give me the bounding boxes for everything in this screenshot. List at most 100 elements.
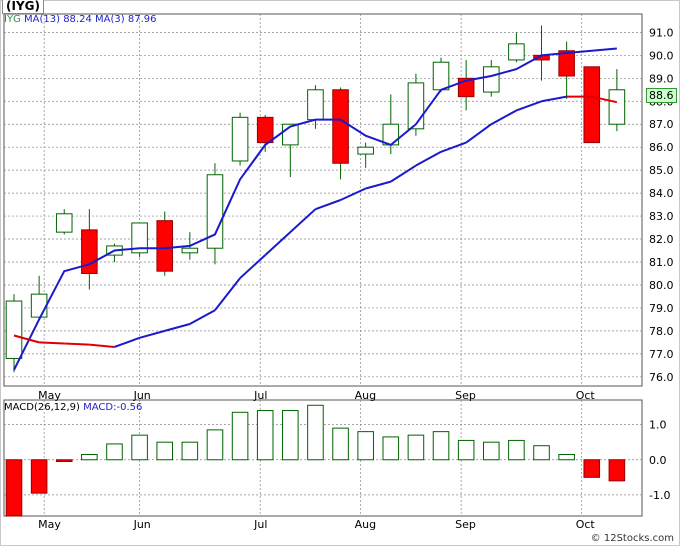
y-tick-label: 76.0	[649, 371, 674, 384]
y-tick-label: 85.0	[649, 164, 674, 177]
ma3-segment	[465, 123, 492, 144]
macd-bar	[508, 439, 525, 461]
macd-bar	[282, 410, 299, 461]
ma13-line	[13, 47, 617, 371]
ma3-segment	[64, 342, 90, 346]
x-tick-label: Oct	[576, 389, 596, 402]
macd-bar	[357, 431, 374, 461]
macd-x-tick-label: May	[38, 518, 61, 531]
ma3-segment	[214, 277, 241, 311]
ma3-segment	[340, 187, 367, 201]
ma3-segment	[13, 334, 40, 344]
ma3-segment	[164, 323, 191, 332]
y-tick-label: 77.0	[649, 348, 674, 361]
macd-bar	[206, 429, 224, 461]
y-tick-label: 83.0	[649, 210, 674, 223]
candle-body	[558, 50, 575, 77]
candle-body	[5, 300, 23, 359]
x-tick-label: May	[38, 389, 61, 402]
x-tick-label: Sep	[455, 389, 476, 402]
candle-body	[357, 146, 374, 155]
chart-title: (IYG)	[2, 0, 44, 14]
candle-body	[407, 82, 425, 130]
y-tick-label: 86.0	[649, 141, 674, 154]
candle-body	[382, 123, 400, 146]
macd-bar	[332, 427, 349, 461]
ma3-segment	[541, 95, 567, 103]
candle-body	[482, 66, 500, 93]
macd-x-tick-label: Oct	[576, 518, 596, 531]
x-tick-label: Aug	[355, 389, 376, 402]
ma3-segment	[114, 336, 140, 348]
y-tick-label: 80.0	[649, 279, 674, 292]
candle-body	[181, 247, 199, 254]
ma3-segment	[365, 180, 392, 190]
y-tick-label: 79.0	[649, 302, 674, 315]
ma3-segment	[139, 329, 165, 339]
x-tick-label: Jun	[133, 389, 151, 402]
macd-bar	[81, 453, 98, 461]
price-panel-border	[3, 13, 643, 387]
legend-ma3-value: 87.96	[127, 14, 157, 25]
ma3-segment	[591, 95, 618, 104]
macd-x-tick-label: Sep	[455, 518, 476, 531]
ma3-segment	[415, 150, 442, 167]
y-tick-label: 81.0	[649, 256, 674, 269]
macd-bar	[382, 436, 400, 461]
ma3-segment	[89, 343, 115, 348]
x-tick-label: Jul	[253, 389, 267, 402]
y-tick-label: 89.0	[649, 72, 674, 85]
macd-value: MACD:-0.56	[83, 402, 143, 413]
candle-body	[81, 229, 98, 274]
macd-bar	[407, 434, 425, 461]
legend-ma13-label: MA(13)	[24, 14, 60, 25]
y-tick-label: 91.0	[649, 26, 674, 39]
ma3-segment	[239, 254, 266, 279]
candle-body	[608, 89, 626, 125]
candle-body	[432, 61, 450, 91]
macd-y-tick-label: 1.0	[649, 419, 667, 432]
macd-bar	[181, 441, 199, 461]
macd-bar	[583, 459, 601, 478]
candle-body	[307, 89, 324, 121]
macd-bar	[231, 411, 249, 461]
y-tick-label: 82.0	[649, 233, 674, 246]
macd-bar	[5, 459, 23, 517]
y-tick-label: 84.0	[649, 187, 674, 200]
candle-body	[231, 116, 249, 162]
legend-ma13-value: 88.24	[63, 14, 92, 25]
candle-body	[332, 89, 349, 164]
macd-y-tick-label: 0.0	[649, 454, 667, 467]
price-legend: IYG MA(13) 88.24 MA(3) 87.96	[4, 14, 156, 25]
candle-body	[583, 66, 601, 144]
macd-bar	[432, 431, 450, 461]
macd-bar	[533, 445, 550, 461]
ma3-segment	[490, 109, 517, 126]
ma3-segment	[289, 208, 317, 233]
y-tick-label: 90.0	[649, 49, 674, 62]
candle-body	[156, 220, 174, 272]
ma3-segment	[440, 141, 467, 153]
macd-bar	[156, 441, 174, 461]
macd-x-tick-label: Jul	[253, 518, 267, 531]
macd-bar	[307, 404, 324, 461]
macd-bar	[608, 459, 626, 482]
candle-body	[131, 222, 148, 254]
macd-bar	[482, 441, 500, 461]
candle-body	[55, 213, 73, 233]
macd-panel-border	[3, 399, 643, 517]
macd-bar	[457, 439, 475, 461]
y-tick-label: 87.0	[649, 118, 674, 131]
ma3-segment	[390, 164, 417, 183]
candle-body	[256, 116, 274, 144]
macd-x-tick-label: Jun	[133, 518, 151, 531]
ma3-segment	[189, 309, 216, 325]
macd-params: MACD(26,12,9)	[4, 402, 80, 413]
macd-y-tick-label: -1.0	[649, 489, 670, 502]
macd-bar	[131, 434, 148, 461]
candle-body	[30, 293, 48, 318]
ma3-segment	[315, 199, 341, 211]
watermark: © 12Stocks.com	[590, 533, 674, 544]
macd-bar	[30, 459, 48, 494]
